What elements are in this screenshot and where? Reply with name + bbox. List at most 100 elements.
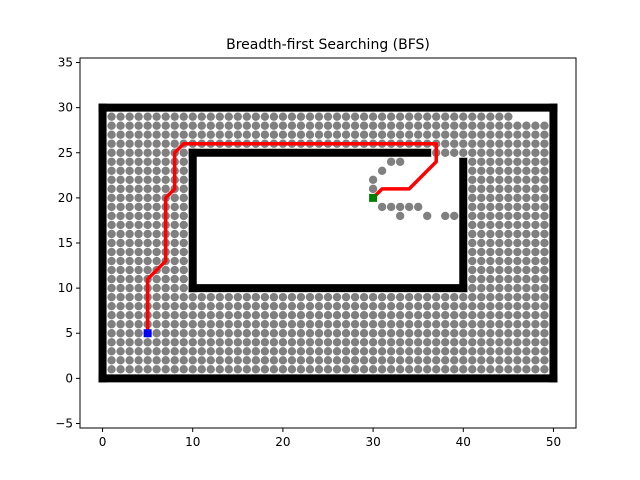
visited-cell xyxy=(468,347,477,356)
visited-cell xyxy=(468,157,477,166)
visited-cell xyxy=(143,193,152,203)
visited-cell xyxy=(152,121,161,130)
visited-cell xyxy=(477,356,486,365)
visited-cell xyxy=(540,175,549,185)
x-tick-label: 30 xyxy=(365,435,380,449)
visited-cell xyxy=(468,229,477,239)
visited-cell xyxy=(197,320,206,329)
visited-cell xyxy=(143,265,152,275)
visited-cell xyxy=(477,184,486,194)
visited-cell xyxy=(188,292,197,302)
visited-cell xyxy=(531,256,540,266)
visited-cell xyxy=(495,202,504,212)
visited-cell xyxy=(197,301,206,311)
visited-cell xyxy=(107,265,116,275)
visited-cell xyxy=(116,139,125,148)
visited-cell xyxy=(125,220,134,230)
visited-cell xyxy=(224,310,233,320)
visited-cell xyxy=(504,148,513,157)
visited-cell xyxy=(531,130,540,139)
visited-cell xyxy=(125,338,134,347)
visited-cell xyxy=(540,229,549,239)
visited-cell xyxy=(495,247,504,257)
visited-cell xyxy=(522,130,531,139)
visited-cell xyxy=(134,202,143,212)
visited-cell xyxy=(179,329,188,338)
visited-cell xyxy=(224,292,233,302)
visited-cell xyxy=(143,157,152,166)
visited-cell xyxy=(332,310,342,320)
visited-cell xyxy=(242,112,252,121)
visited-cell xyxy=(368,184,378,194)
visited-cell xyxy=(468,130,477,139)
visited-cell xyxy=(359,112,369,121)
visited-cell xyxy=(477,347,486,356)
visited-cell xyxy=(296,130,306,139)
visited-cell xyxy=(188,347,197,356)
visited-cell xyxy=(305,130,315,139)
visited-cell xyxy=(116,238,125,248)
visited-cell xyxy=(242,310,252,320)
visited-cell xyxy=(395,301,405,311)
visited-cell xyxy=(125,112,134,121)
visited-cell xyxy=(459,347,468,356)
visited-cell xyxy=(450,139,459,148)
visited-cell xyxy=(522,166,531,176)
visited-cell xyxy=(143,148,152,157)
visited-cell xyxy=(504,256,513,266)
visited-cell xyxy=(278,329,288,338)
visited-cell xyxy=(531,274,540,284)
visited-cell xyxy=(513,130,522,139)
visited-cell xyxy=(170,310,179,320)
visited-cell xyxy=(513,166,522,176)
visited-cell xyxy=(423,310,432,320)
visited-cell xyxy=(116,274,125,284)
visited-cell xyxy=(278,347,288,356)
visited-cell xyxy=(377,356,387,365)
visited-cell xyxy=(314,356,324,365)
visited-cell xyxy=(386,356,396,365)
visited-cell xyxy=(296,338,306,347)
visited-cell xyxy=(531,329,540,338)
visited-cell xyxy=(522,301,531,311)
visited-cell xyxy=(495,274,504,284)
visited-cell xyxy=(441,301,450,311)
visited-cell xyxy=(206,130,215,139)
visited-cell xyxy=(486,184,495,194)
visited-cell xyxy=(486,274,495,284)
visited-cell xyxy=(513,310,522,320)
visited-cell xyxy=(404,347,414,356)
visited-cell xyxy=(134,229,143,239)
visited-cell xyxy=(215,310,224,320)
y-tick-label: 0 xyxy=(65,371,73,385)
visited-cell xyxy=(305,347,315,356)
visited-cell xyxy=(459,320,468,329)
visited-cell xyxy=(450,292,459,302)
visited-cell xyxy=(468,220,477,230)
visited-cell xyxy=(531,265,540,275)
visited-cell xyxy=(395,365,405,374)
visited-cell xyxy=(522,347,531,356)
visited-cell xyxy=(504,184,513,194)
visited-cell xyxy=(368,301,378,311)
visited-cell xyxy=(359,356,369,365)
visited-cell xyxy=(350,338,360,347)
visited-cell xyxy=(170,229,179,239)
visited-cell xyxy=(206,356,215,365)
visited-cell xyxy=(386,121,396,130)
visited-cell xyxy=(522,320,531,329)
visited-cell xyxy=(486,166,495,176)
visited-cell xyxy=(377,329,387,338)
visited-cell xyxy=(486,211,495,221)
visited-cell xyxy=(179,193,188,203)
visited-cell xyxy=(504,329,513,338)
visited-cell xyxy=(179,229,188,239)
visited-cell xyxy=(125,283,134,293)
visited-cell xyxy=(206,121,215,130)
visited-cell xyxy=(413,202,423,212)
visited-cell xyxy=(486,112,495,121)
visited-cell xyxy=(107,338,116,347)
visited-cell xyxy=(233,112,243,121)
visited-cell xyxy=(287,310,297,320)
visited-cell xyxy=(278,292,288,302)
